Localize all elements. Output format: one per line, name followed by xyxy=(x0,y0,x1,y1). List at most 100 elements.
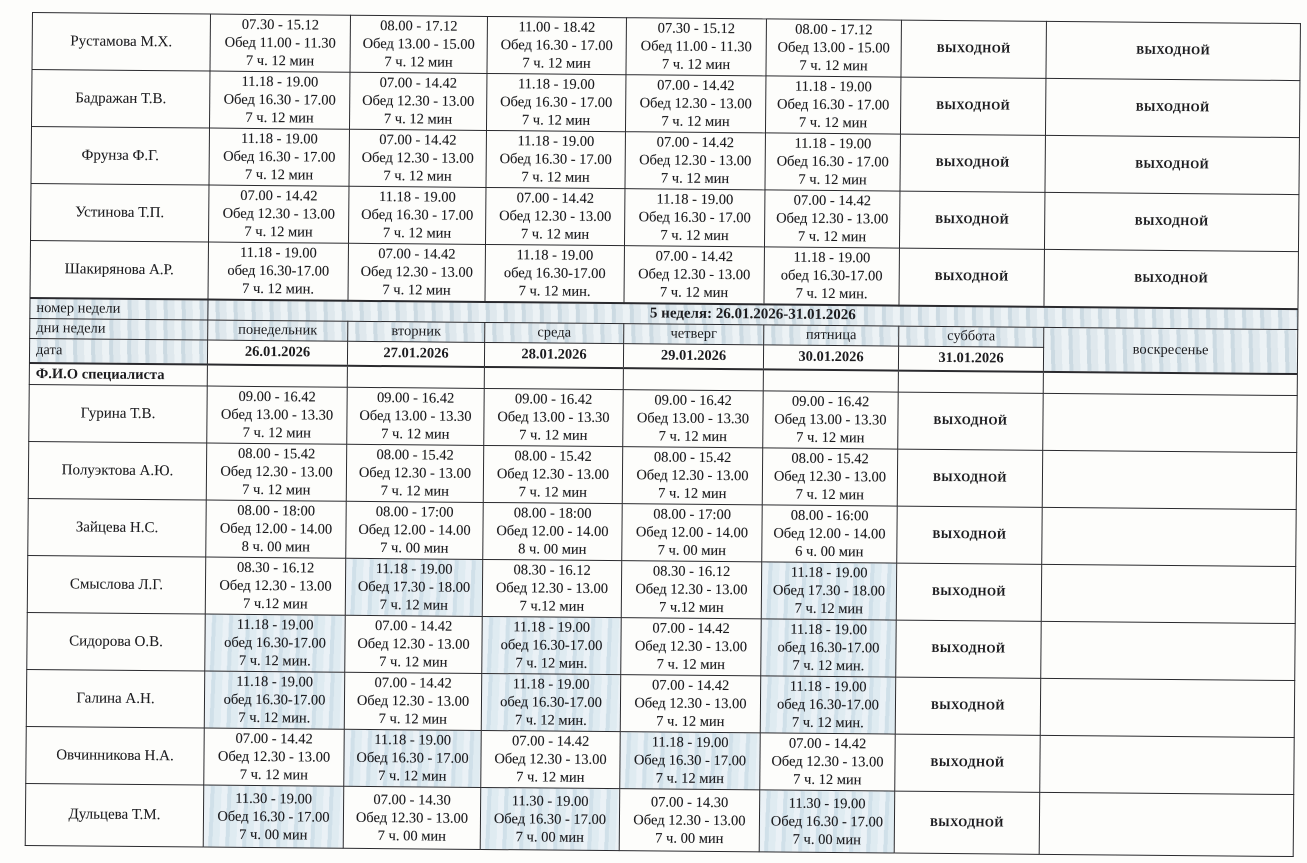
schedule-line: 09.00 - 16.42 xyxy=(654,392,732,410)
day-off-cell: выходной xyxy=(1044,135,1300,195)
schedule-line: 11.18 - 19.00 xyxy=(794,78,872,96)
schedule-cell: 11.30 - 19.00 Обед 16.30 - 17.00 7 ч. 00 м… xyxy=(480,787,620,851)
schedule-line: 07.30 - 15.12 xyxy=(241,16,320,34)
schedule-line: Обед 16.30 - 17.00 xyxy=(493,810,607,828)
empty-cell xyxy=(1040,621,1296,681)
schedule-line: 7 ч. 12 мин xyxy=(381,426,450,443)
schedule-cell: 11.00 - 18.42 Обед 16.30 - 17.00 7 ч. 12 м… xyxy=(486,16,627,75)
schedule-cell: 11.18 - 19.00 обед 16.30-17.00 7 ч. 12 мин… xyxy=(207,242,349,301)
schedule-line: 7 ч. 12 мин xyxy=(793,771,862,789)
schedule-line: 08.30 - 16.12 xyxy=(236,559,315,577)
empty-cell xyxy=(1039,735,1295,795)
schedule-line: Обед 16.30 - 17.00 xyxy=(356,749,469,767)
schedule-line: Обед 12.30 - 13.00 xyxy=(219,577,332,595)
schedule-line: Обед 12.30 - 13.00 xyxy=(494,751,607,769)
schedule-line: 8 ч. 00 мин xyxy=(518,541,587,558)
schedule-cell: 07.00 - 14.42 Обед 12.30 - 13.00 7 ч. 12 м… xyxy=(344,672,482,731)
schedule-line: 7 ч. 12 мин xyxy=(239,766,309,784)
date-cell-4: 29.01.2026 xyxy=(623,343,764,370)
schedule-cell: 08.00 - 17:00 Обед 12.00 - 14.00 7 ч. 00 м… xyxy=(621,503,763,562)
schedule-line: 7 ч. 12 мин xyxy=(383,168,452,185)
schedule-line: 08.00 - 18:00 xyxy=(237,502,316,520)
schedule-line: Обед 13.00 - 13.30 xyxy=(497,409,610,427)
schedule-line: 7 ч. 12 мин xyxy=(516,769,585,786)
schedule-line: обед 16.30-17.00 xyxy=(224,634,326,652)
schedule-cell: 11.30 - 19.00 Обед 16.30 - 17.00 7 ч. 00 м… xyxy=(203,785,344,849)
schedule-line: 7 ч. 00 мин xyxy=(239,826,308,843)
schedule-line: 09.00 - 16.42 xyxy=(791,393,870,411)
schedule-cell: 09.00 - 16.42 Обед 13.00 - 13.30 7 ч. 12 м… xyxy=(622,389,764,448)
day-header-2: вторник xyxy=(347,321,485,343)
schedule-cell: 07.00 - 14.42 Обед 12.30 - 13.00 7 ч. 12 м… xyxy=(485,187,625,246)
schedule-line: Обед 16.30 - 17.00 xyxy=(777,96,890,114)
schedule-line: 07.30 - 15.12 xyxy=(657,20,736,38)
schedule-line: Обед 17.30 - 18.00 xyxy=(772,582,886,600)
schedule-cell: 07.00 - 14.42 Обед 12.30 - 13.00 7 ч. 12 м… xyxy=(480,730,621,789)
schedule-line: 7 ч. 12 мин xyxy=(659,284,729,302)
employee-name: Галина А.Н. xyxy=(26,669,205,729)
schedule-line: 07.00 - 14.42 xyxy=(657,77,735,95)
schedule-line: 7 ч. 12 мин. xyxy=(515,655,588,672)
schedule-line: Обед 12.30 - 13.00 xyxy=(217,748,331,766)
schedule-cell: 11.18 - 19.00 Обед 16.30 - 17.00 7 ч. 12 м… xyxy=(209,71,350,130)
week-days-label: дни недели xyxy=(29,318,208,341)
schedule-line: 11.30 - 19.00 xyxy=(511,792,589,810)
schedule-line: Обед 12.30 - 13.00 xyxy=(496,466,610,484)
schedule-line: 7 ч. 12 мин xyxy=(519,427,588,444)
schedule-line: 7 ч. 12 мин xyxy=(378,768,447,785)
day-off-cell: выходной xyxy=(894,791,1040,855)
day-off-cell: выходной xyxy=(894,734,1041,793)
schedule-line: 7 ч. 12 мин xyxy=(521,169,590,186)
schedule-cell: 08.00 - 15.42 Обед 12.30 - 13.00 7 ч. 12 м… xyxy=(762,447,898,507)
schedule-line: 07.00 - 14.42 xyxy=(240,187,318,205)
schedule-line: Обед 12.30 - 13.00 xyxy=(639,152,752,170)
schedule-cell: 07.00 - 14.30 Обед 12.30 - 13.00 7 ч. 00 м… xyxy=(343,786,481,850)
schedule-line: Обед 12.30 - 13.00 xyxy=(361,149,474,167)
schedule-line: 7 ч. 12 мин xyxy=(384,54,453,71)
schedule-line: 11.18 - 19.00 xyxy=(240,130,318,148)
schedule-line: 7 ч. 12 мин xyxy=(383,111,453,128)
employee-name: Фрунза Ф.Г. xyxy=(31,126,210,186)
schedule-cell: 11.18 - 19.00 Обед 16.30 - 17.00 7 ч. 12 м… xyxy=(765,75,901,135)
schedule-line: 11.18 - 19.00 xyxy=(793,249,871,267)
day-off-cell: выходной xyxy=(899,191,1045,250)
date-cell-2: 27.01.2026 xyxy=(347,341,485,367)
schedule-line: 7 ч. 00 мин xyxy=(380,540,449,557)
schedule-cell: 07.00 - 14.42 Обед 12.30 - 13.00 7 ч. 12 м… xyxy=(625,74,766,133)
schedule-line: 11.30 - 19.00 xyxy=(235,790,313,807)
employee-name: Устинова Т.П. xyxy=(30,183,209,243)
schedule-line: 7 ч. 12 мин xyxy=(382,282,451,299)
day-off-cell: выходной xyxy=(897,449,1043,508)
day-off-cell: выходной xyxy=(897,392,1044,451)
schedule-cell: 07.30 - 15.12 Обед 11.00 - 11.30 7 ч. 12 м… xyxy=(625,17,767,76)
schedule-line: Обед 12.30 - 13.00 xyxy=(771,753,884,771)
schedule-line: 7 ч.12 мин xyxy=(658,599,724,617)
schedule-cell: 08.00 - 15.42 Обед 12.30 - 13.00 7 ч. 12 м… xyxy=(483,445,623,504)
schedule-line: Обед 16.30 - 17.00 xyxy=(499,151,612,169)
schedule-cell: 08.00 - 18:00 Обед 12.00 - 14.00 8 ч. 00 м… xyxy=(205,500,347,559)
schedule-line: 7 ч. 12 мин xyxy=(660,170,730,188)
schedule-line: 07.00 - 14.42 xyxy=(793,192,872,210)
empty-cell xyxy=(347,365,485,389)
schedule-line: Обед 13.00 - 13.30 xyxy=(359,407,472,425)
schedule-line: 11.18 - 19.00 xyxy=(517,76,595,93)
schedule-cell: 07.00 - 14.42 Обед 12.30 - 13.00 7 ч. 12 м… xyxy=(348,129,487,188)
schedule-line: 08.30 - 16.12 xyxy=(652,563,731,581)
employee-name: Смыслова Л.Г. xyxy=(27,555,206,615)
schedule-line: 07.00 - 14.42 xyxy=(656,134,735,152)
schedule-line: 7 ч. 00 мин xyxy=(515,828,585,846)
schedule-line: 7 ч. 12 мин xyxy=(380,483,450,500)
schedule-line: Обед 12.00 - 14.00 xyxy=(358,521,471,539)
schedule-cell: 11.18 - 19.00 обед 16.30-17.00 7 ч. 12 мин… xyxy=(763,246,900,306)
schedule-line: Обед 12.30 - 13.00 xyxy=(633,811,746,829)
empty-cell xyxy=(207,364,348,388)
schedule-line: 08.30 - 16.12 xyxy=(513,562,591,579)
schedule-line: Обед 12.30 - 13.00 xyxy=(360,263,473,281)
schedule-line: Обед 12.30 - 13.00 xyxy=(636,467,749,485)
schedule-line: 11.18 - 19.00 xyxy=(651,734,729,752)
schedule-line: 7 ч. 12 мин. xyxy=(514,712,587,729)
table-row: Дульцева Т.М. 11.30 - 19.00 Обед 16.30 - 1… xyxy=(25,783,1294,857)
schedule-line: 7 ч. 12 мин. xyxy=(792,657,865,675)
schedule-line: 08.00 - 16:00 xyxy=(790,507,869,525)
